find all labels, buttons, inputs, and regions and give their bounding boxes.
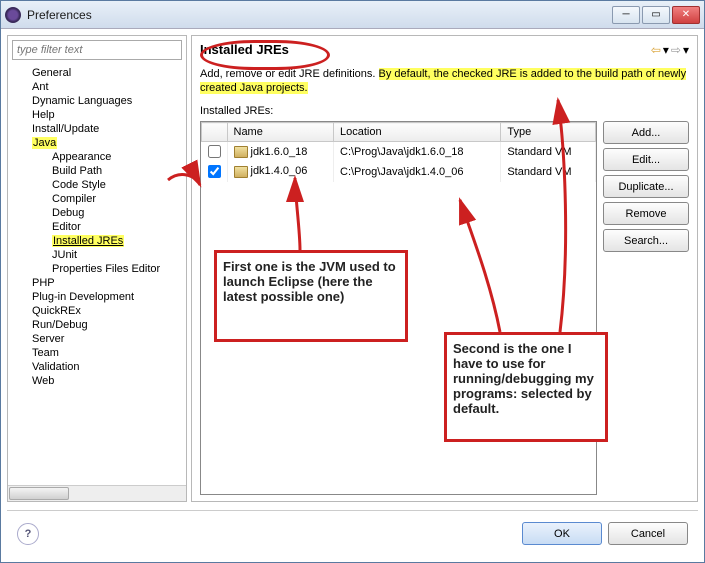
back-icon[interactable]: ⇦ bbox=[651, 43, 661, 57]
tree-item[interactable]: Ant bbox=[8, 80, 186, 94]
tree-item[interactable]: Code Style bbox=[8, 178, 186, 192]
tree-item[interactable]: Web bbox=[8, 374, 186, 388]
col-location[interactable]: Location bbox=[334, 123, 501, 142]
tree-item[interactable]: Dynamic Languages bbox=[8, 94, 186, 108]
table-row[interactable]: jdk1.4.0_06C:\Prog\Java\jdk1.4.0_06Stand… bbox=[202, 162, 596, 182]
tree-item[interactable]: JUnit bbox=[8, 248, 186, 262]
tree-item[interactable]: Java bbox=[8, 136, 61, 150]
titlebar[interactable]: Preferences ─ ▭ ✕ bbox=[1, 1, 704, 29]
tree-item[interactable]: Run/Debug bbox=[8, 318, 186, 332]
tree-item[interactable]: Validation bbox=[8, 360, 186, 374]
col-type[interactable]: Type bbox=[501, 123, 596, 142]
eclipse-icon bbox=[5, 7, 21, 23]
tree-item[interactable]: Editor bbox=[8, 220, 186, 234]
desc-plain: Add, remove or edit JRE definitions. bbox=[200, 68, 379, 80]
page-title: Installed JREs bbox=[200, 42, 289, 57]
search-button[interactable]: Search... bbox=[603, 229, 689, 252]
tree-item[interactable]: General bbox=[8, 66, 186, 80]
tree-item[interactable]: Help bbox=[8, 108, 186, 122]
back-menu-icon[interactable]: ▾ bbox=[663, 43, 669, 57]
maximize-button[interactable]: ▭ bbox=[642, 6, 670, 24]
tree-item[interactable]: Installed JREs bbox=[8, 234, 186, 248]
jre-checkbox[interactable] bbox=[208, 145, 221, 158]
close-button[interactable]: ✕ bbox=[672, 6, 700, 24]
add-button[interactable]: Add... bbox=[603, 121, 689, 144]
table-row[interactable]: jdk1.6.0_18C:\Prog\Java\jdk1.6.0_18Stand… bbox=[202, 142, 596, 162]
col-check[interactable] bbox=[202, 123, 228, 142]
help-icon[interactable]: ? bbox=[17, 523, 39, 545]
page-description: Add, remove or edit JRE definitions. By … bbox=[200, 67, 689, 95]
view-menu-icon[interactable]: ▾ bbox=[683, 43, 689, 57]
edit-button[interactable]: Edit... bbox=[603, 148, 689, 171]
window-title: Preferences bbox=[27, 8, 612, 22]
tree-item[interactable]: Compiler bbox=[8, 192, 186, 206]
tree-item[interactable]: QuickREx bbox=[8, 304, 186, 318]
tree-item[interactable]: Debug bbox=[8, 206, 186, 220]
tree-item[interactable]: Properties Files Editor bbox=[8, 262, 186, 276]
preferences-window: Preferences ─ ▭ ✕ GeneralAntDynamic Lang… bbox=[0, 0, 705, 563]
tree-item[interactable]: Server bbox=[8, 332, 186, 346]
tree-item[interactable]: Install/Update bbox=[8, 122, 186, 136]
minimize-button[interactable]: ─ bbox=[612, 6, 640, 24]
filter-input[interactable] bbox=[12, 40, 182, 60]
jre-table[interactable]: Name Location Type jdk1.6.0_18C:\Prog\Ja… bbox=[200, 121, 597, 495]
forward-icon[interactable]: ⇨ bbox=[671, 43, 681, 57]
page-pane: Installed JREs ⇦ ▾ ⇨ ▾ Add, remove or ed… bbox=[191, 35, 698, 502]
ok-button[interactable]: OK bbox=[522, 522, 602, 545]
cancel-button[interactable]: Cancel bbox=[608, 522, 688, 545]
tree-item[interactable]: Team bbox=[8, 346, 186, 360]
jre-checkbox[interactable] bbox=[208, 165, 221, 178]
tree-pane: GeneralAntDynamic LanguagesHelpInstall/U… bbox=[7, 35, 187, 502]
duplicate-button[interactable]: Duplicate... bbox=[603, 175, 689, 198]
tree-item[interactable]: PHP bbox=[8, 276, 186, 290]
preference-tree[interactable]: GeneralAntDynamic LanguagesHelpInstall/U… bbox=[8, 64, 186, 485]
footer: ? OK Cancel bbox=[7, 510, 698, 556]
col-name[interactable]: Name bbox=[227, 123, 334, 142]
tree-item[interactable]: Appearance bbox=[8, 150, 186, 164]
tree-item[interactable]: Plug-in Development bbox=[8, 290, 186, 304]
tree-hscroll[interactable] bbox=[8, 485, 186, 501]
jre-icon bbox=[234, 146, 248, 158]
tree-item[interactable]: Build Path bbox=[8, 164, 186, 178]
jre-icon bbox=[234, 166, 248, 178]
table-label: Installed JREs: bbox=[200, 105, 689, 117]
remove-button[interactable]: Remove bbox=[603, 202, 689, 225]
